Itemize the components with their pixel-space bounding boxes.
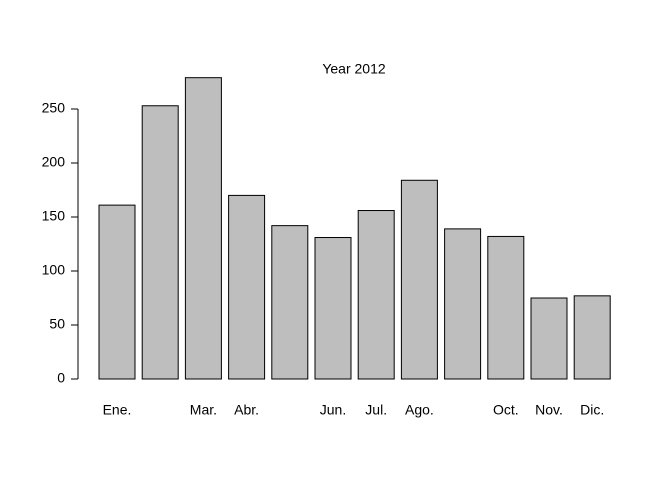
x-tick-label: Oct. <box>493 402 519 418</box>
x-tick-label: Jul. <box>365 402 387 418</box>
y-tick-label: 0 <box>57 370 65 386</box>
x-tick-label: Dic. <box>580 402 604 418</box>
bar <box>184 77 222 380</box>
x-tick-label: Nov. <box>535 402 563 418</box>
bar <box>400 179 438 380</box>
x-tick-label: Mar. <box>190 402 217 418</box>
bar <box>228 194 266 380</box>
y-tick-label: 50 <box>49 316 65 332</box>
bar <box>98 204 136 380</box>
x-tick-label: Ago. <box>405 402 434 418</box>
bar <box>573 295 611 380</box>
bar <box>141 105 179 380</box>
y-tick-label: 150 <box>42 208 66 224</box>
bar <box>487 235 525 380</box>
y-tick-label: 200 <box>42 154 66 170</box>
chart-title: Year 2012 <box>322 61 386 77</box>
x-tick-label: Ene. <box>103 402 132 418</box>
y-tick-label: 100 <box>42 262 66 278</box>
bar <box>271 225 309 380</box>
y-tick-label: 250 <box>42 100 66 116</box>
x-tick-label: Jun. <box>320 402 346 418</box>
bar <box>314 237 352 380</box>
bar <box>444 228 482 380</box>
x-tick-label: Abr. <box>234 402 259 418</box>
bar <box>357 210 395 380</box>
bar <box>530 297 568 380</box>
